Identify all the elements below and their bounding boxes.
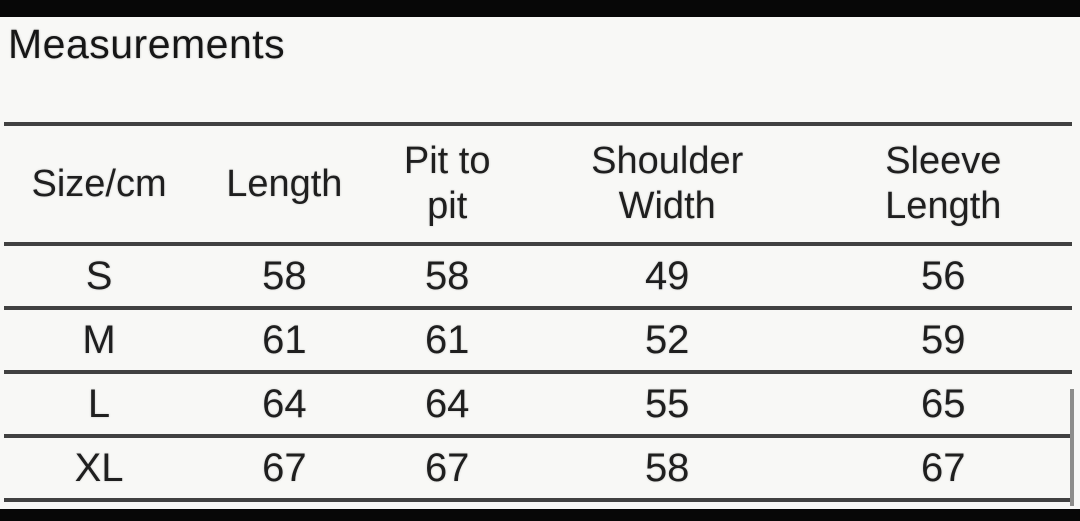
header-label: Shoulder — [591, 140, 744, 183]
column-header-size: Size/cm — [4, 124, 194, 244]
cell-sleeve-length: 65 — [921, 381, 966, 426]
top-black-bar — [0, 0, 1080, 17]
column-header-sleeve-length: Sleeve Length — [815, 124, 1072, 244]
measurements-table: Size/cm Length Pit to pit Shoulder Width — [4, 122, 1072, 502]
right-edge-mark — [1070, 389, 1074, 506]
cell-size: L — [87, 381, 111, 426]
cell-length: 61 — [262, 317, 307, 362]
header-row: Size/cm Length Pit to pit Shoulder Width — [4, 124, 1072, 244]
table-row-l: L 64 64 55 65 — [4, 372, 1072, 436]
cell-length: 67 — [262, 445, 307, 490]
cell-sleeve-length: 56 — [921, 253, 966, 298]
column-header-pit-to-pit: Pit to pit — [375, 124, 520, 244]
header-label: Pit to — [403, 140, 491, 183]
cell-pit-to-pit: 61 — [424, 317, 470, 362]
table-row-xl: XL 67 67 58 67 — [4, 436, 1072, 500]
header-label: Length — [885, 185, 1002, 227]
cell-size: XL — [74, 445, 124, 490]
table-row-s: S 58 58 49 56 — [4, 244, 1072, 308]
cell-size: S — [85, 253, 113, 298]
cell-shoulder-width: 52 — [644, 317, 690, 362]
cell-shoulder-width: 58 — [644, 445, 690, 490]
header-label: Sleeve — [885, 140, 1002, 183]
cell-shoulder-width: 49 — [644, 253, 690, 298]
cell-pit-to-pit: 67 — [424, 445, 470, 490]
measurement-sheet: Measurements Size/cm Length — [0, 17, 1080, 509]
cell-sleeve-length: 59 — [921, 317, 966, 362]
cell-length: 64 — [262, 381, 307, 426]
cell-pit-to-pit: 58 — [424, 253, 470, 298]
cell-sleeve-length: 67 — [921, 445, 966, 490]
cell-size: M — [82, 317, 116, 362]
cell-shoulder-width: 55 — [644, 381, 690, 426]
page-title: Measurements — [8, 21, 286, 67]
header-label: Length — [226, 162, 343, 205]
cell-pit-to-pit: 64 — [424, 381, 470, 426]
column-header-length: Length — [194, 124, 374, 244]
header-label: Width — [618, 185, 716, 227]
table-row-m: M 61 61 52 59 — [4, 308, 1072, 372]
cell-length: 58 — [262, 253, 307, 298]
bottom-black-bar — [0, 509, 1080, 521]
column-header-shoulder-width: Shoulder Width — [520, 124, 815, 244]
header-label: pit — [427, 185, 468, 227]
header-label: Size/cm — [31, 162, 167, 205]
table-body: S 58 58 49 56 M 61 61 52 59 L 64 64 — [4, 244, 1072, 500]
table-header: Size/cm Length Pit to pit Shoulder Width — [4, 124, 1072, 244]
